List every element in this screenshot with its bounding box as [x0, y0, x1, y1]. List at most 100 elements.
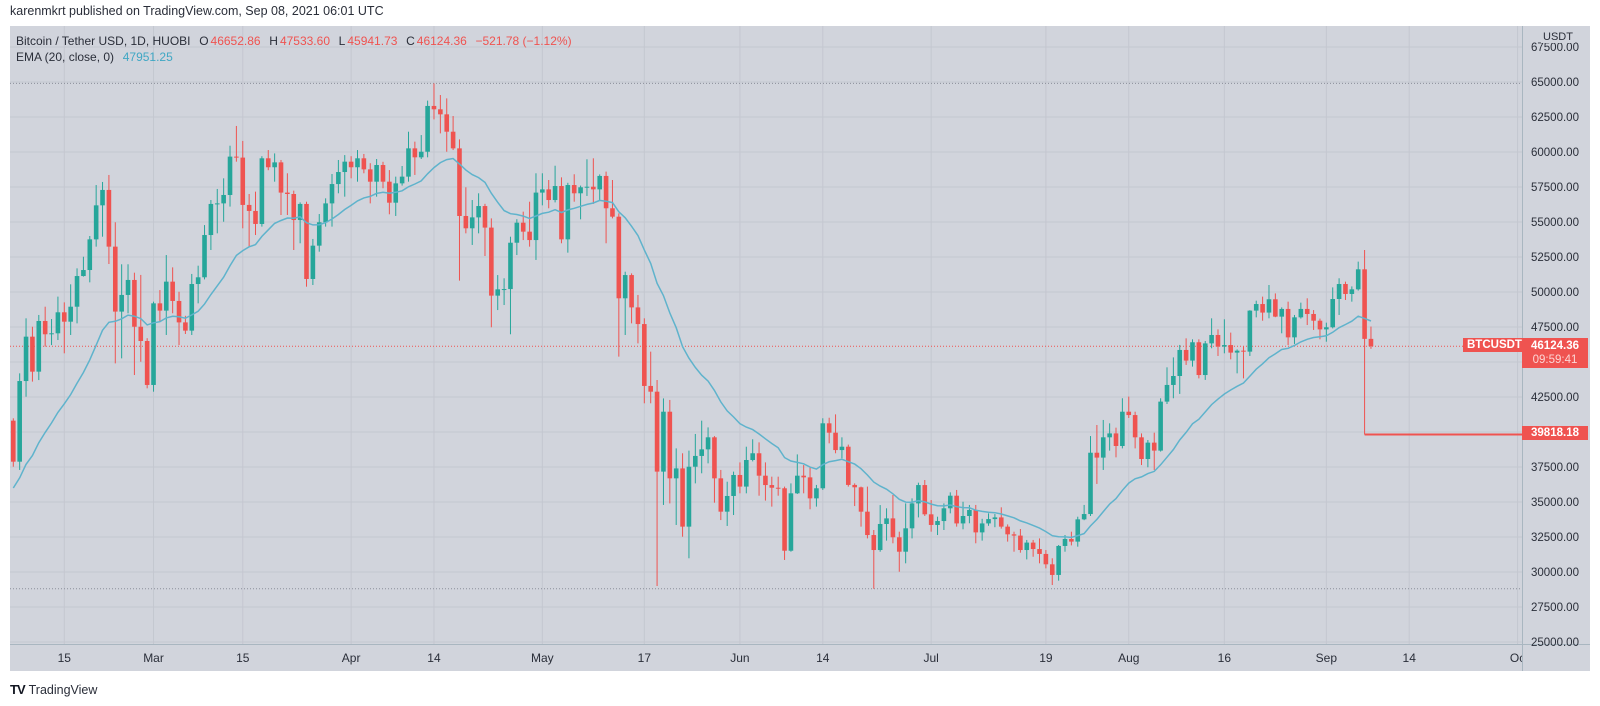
candle-up	[1164, 367, 1170, 404]
time-tick-label: 14	[816, 651, 830, 665]
candle-down	[1241, 346, 1246, 379]
candle-up	[724, 481, 730, 526]
candle-body	[278, 162, 284, 193]
currency-label[interactable]: USDT	[1541, 31, 1575, 43]
candle-up	[1062, 535, 1068, 552]
candle-body	[208, 203, 214, 236]
symbol-title[interactable]: Bitcoin / Tether USD, 1D, HUOBI	[16, 34, 191, 48]
candle-body	[642, 324, 647, 386]
tradingview-logo-icon[interactable]: TV	[10, 682, 26, 697]
candle-body	[839, 446, 845, 451]
candle-down	[240, 140, 246, 229]
candle-up	[731, 471, 736, 516]
candle-body	[406, 148, 411, 177]
candle-down	[291, 190, 297, 250]
candle-body	[1234, 350, 1240, 353]
candle-body	[954, 495, 959, 524]
candle-body	[724, 495, 730, 512]
time-tick-label: 16	[1218, 651, 1232, 665]
candle-up	[355, 150, 360, 182]
candle-body	[731, 474, 736, 496]
candle-down	[654, 380, 660, 586]
candle-down	[610, 180, 615, 219]
candle-down	[30, 326, 35, 382]
candle-down	[482, 203, 488, 257]
candle-body	[1209, 334, 1214, 344]
time-tick-label: Oc	[1510, 651, 1525, 665]
low-label: L	[338, 34, 346, 48]
candle-down	[954, 489, 959, 527]
ema-label[interactable]: EMA (20, close, 0)	[16, 49, 115, 64]
candle-up	[23, 318, 29, 397]
candle-up	[195, 265, 201, 304]
candle-body	[1266, 299, 1272, 313]
candle-body	[495, 289, 501, 296]
tradingview-logo-text[interactable]: TradingView	[28, 682, 98, 697]
candle-body	[1183, 349, 1189, 361]
candle-up	[1158, 398, 1163, 452]
candle-down	[112, 222, 118, 364]
candle-body	[17, 381, 22, 462]
candle-down	[571, 174, 577, 202]
candle-up	[1088, 436, 1093, 516]
candle-up	[705, 427, 711, 464]
candle-body	[756, 453, 762, 476]
candle-body	[1362, 269, 1367, 339]
candle-body	[540, 189, 545, 193]
candle-body	[865, 511, 870, 536]
candle-body	[1279, 308, 1285, 317]
candle-up	[986, 513, 991, 526]
candle-body	[1164, 384, 1170, 402]
candle-body	[1100, 437, 1106, 458]
candle-down	[782, 486, 787, 560]
candle-body	[355, 158, 360, 168]
time-tick-label: 15	[58, 651, 72, 665]
candle-body	[265, 158, 271, 168]
candle-body	[387, 181, 392, 203]
candle-body	[654, 391, 660, 472]
candle-body	[285, 192, 290, 194]
candle-up	[979, 518, 985, 541]
candle-body	[49, 333, 54, 335]
candle-body	[438, 109, 443, 115]
candle-body	[469, 217, 475, 229]
candle-body	[297, 203, 303, 221]
candle-down	[1011, 531, 1017, 552]
candle-up	[1279, 307, 1285, 334]
candle-down	[845, 444, 851, 487]
candle-body	[291, 194, 297, 221]
candle-down	[1037, 538, 1042, 564]
candle-up	[820, 418, 826, 490]
candle-body	[565, 185, 571, 240]
candle-body	[1330, 299, 1336, 328]
candle-down	[157, 290, 163, 322]
candle-body	[1368, 338, 1374, 347]
candle-body	[584, 186, 590, 188]
candle-body	[826, 423, 832, 433]
candle-body	[1228, 345, 1234, 353]
high-label: H	[269, 34, 278, 48]
candle-body	[928, 514, 934, 525]
candle-body	[903, 528, 908, 552]
candle-body	[476, 206, 481, 218]
candle-up	[1120, 398, 1125, 449]
candle-up	[1298, 302, 1304, 319]
candle-up	[87, 236, 93, 283]
candle-down	[1215, 329, 1221, 356]
candle-body	[922, 485, 928, 515]
candle-body	[1139, 437, 1144, 460]
candle-body	[163, 281, 169, 311]
candle-body	[820, 423, 826, 489]
candle-down	[648, 351, 653, 404]
candle-up	[750, 439, 755, 462]
candle-body	[1088, 452, 1093, 515]
candle-up	[1107, 423, 1112, 451]
time-tick-label: 14	[1403, 651, 1417, 665]
candle-down	[833, 414, 838, 454]
candle-up	[329, 173, 335, 227]
candle-down	[265, 150, 271, 171]
candle-body	[1202, 343, 1208, 376]
candle-body	[412, 148, 418, 158]
candle-body	[87, 239, 93, 271]
